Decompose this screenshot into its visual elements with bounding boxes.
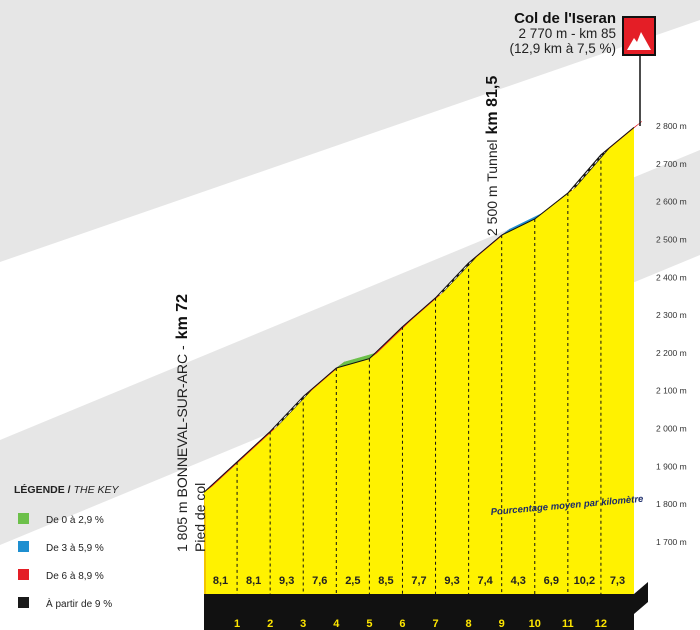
profile-edge xyxy=(269,396,304,432)
tunnel-label: 2 500 m Tunnel km 81,5 xyxy=(484,76,501,236)
gradient-label: 2,5 xyxy=(345,575,360,587)
y-tick-label: 2 800 m xyxy=(656,121,687,131)
y-tick-label: 2 100 m xyxy=(656,386,687,396)
gradient-label: 8,5 xyxy=(378,575,393,587)
y-tick-label: 2 500 m xyxy=(656,234,687,244)
svg-text:2 500 m Tunnelkm 81,5: 2 500 m Tunnel km 81,5 xyxy=(484,76,501,236)
gradient-label: 8,1 xyxy=(213,575,228,587)
profile-edge xyxy=(468,234,503,264)
gradient-label: 10,2 xyxy=(574,575,595,587)
km-label: 6 xyxy=(399,618,405,630)
legend-swatch xyxy=(18,597,29,608)
y-tick-label: 2 600 m xyxy=(656,197,687,207)
km-label: 12 xyxy=(595,618,607,630)
summit-flag xyxy=(622,16,656,126)
base-bar xyxy=(204,582,648,614)
km-label: 7 xyxy=(432,618,438,630)
profile-edge xyxy=(369,326,403,359)
km-label: 11 xyxy=(562,618,574,630)
summit-name: Col de l'Iseran xyxy=(514,10,616,27)
legend-title: LÉGENDE / xyxy=(14,483,71,496)
profile-edge xyxy=(236,431,271,463)
profile-base xyxy=(204,582,648,630)
segment-dash xyxy=(273,393,308,429)
segment-dash xyxy=(439,259,473,296)
km-label: 4 xyxy=(333,618,340,630)
legend-swatch xyxy=(18,569,29,580)
gradient-label: 9,3 xyxy=(444,575,459,587)
profile-side xyxy=(204,492,206,594)
profile-edge xyxy=(534,192,569,220)
gradient-label: 6,9 xyxy=(544,575,559,587)
km-label: 5 xyxy=(366,618,372,630)
profile-area xyxy=(203,121,643,594)
profile-edge xyxy=(336,358,370,369)
km-label: 1 xyxy=(234,618,240,630)
start-sub: Pied de col xyxy=(192,483,208,552)
gradient-label: 9,3 xyxy=(279,575,294,587)
start-text: 1 805 m BONNEVAL-SUR-ARC - xyxy=(174,345,190,552)
profile-edge xyxy=(302,367,337,397)
profile-edge xyxy=(402,297,436,328)
y-tick-label: 2 400 m xyxy=(656,272,687,282)
gradient-label: 8,1 xyxy=(246,575,261,587)
start-label: 1 805 m BONNEVAL-SUR-ARC - km 72 xyxy=(174,294,191,552)
km-label: 2 xyxy=(267,618,273,630)
legend-swatch xyxy=(18,541,29,552)
svg-text:1 805 m BONNEVAL-SUR-ARC -km 7: 1 805 m BONNEVAL-SUR-ARC - km 72 xyxy=(174,294,191,552)
km-divider-lines xyxy=(236,154,602,594)
legend-label: De 3 à 5,9 % xyxy=(46,543,104,554)
y-tick-label: 2 300 m xyxy=(656,310,687,320)
summit-altitude-km: 2 770 m - km 85 xyxy=(518,26,616,41)
y-tick-label: 1 900 m xyxy=(656,461,687,471)
profile-edge xyxy=(435,262,469,299)
y-tick-label: 1 800 m xyxy=(656,499,687,509)
profile-edge xyxy=(600,126,635,156)
start-sub-label: Pied de col xyxy=(192,483,208,552)
legend-swatch xyxy=(18,513,29,524)
gradient-label: 4,3 xyxy=(511,575,526,587)
legend-label: À partir de 9 % xyxy=(46,597,112,610)
km-label: 3 xyxy=(300,618,306,630)
gradient-label: 7,4 xyxy=(478,575,494,587)
km-label: 10 xyxy=(529,618,541,630)
band-upper xyxy=(0,0,700,262)
profile-edge xyxy=(567,154,602,194)
y-tick-label: 1 700 m xyxy=(656,537,687,547)
y-tick-label: 2 000 m xyxy=(656,424,687,434)
legend-label: De 6 à 8,9 % xyxy=(46,571,104,582)
gradient-labels: 8,1 8,1 9,3 7,6 2,5 8,5 7,7 9,3 7,4 4,3 6,9 10,2 7,3 xyxy=(213,575,625,587)
svg-text:LÉGENDE /THE KEY: LÉGENDE / THE KEY xyxy=(14,483,120,496)
summit-climb-stats: (12,9 km à 7,5 %) xyxy=(509,41,616,56)
profile-fill xyxy=(204,127,634,594)
segment-dash xyxy=(571,151,606,191)
legend-title-en: THE KEY xyxy=(74,484,120,496)
tunnel-km: km 81,5 xyxy=(484,76,501,135)
km-label: 8 xyxy=(466,618,472,630)
profile-edge xyxy=(501,218,535,236)
legend-label: De 0 à 2,9 % xyxy=(46,515,104,526)
y-tick-label: 2 700 m xyxy=(656,159,687,169)
base-bar-lower xyxy=(204,614,634,630)
km-labels: 1 2 3 4 5 6 7 8 9 10 11 12 xyxy=(234,618,607,630)
y-axis-ticks: 1 700 m 1 800 m 1 900 m 2 000 m 2 100 m 2 200… xyxy=(656,121,687,547)
y-tick-label: 2 200 m xyxy=(656,348,687,358)
tunnel-text: 2 500 m Tunnel xyxy=(484,139,500,236)
gradient-label: 7,3 xyxy=(610,575,625,587)
gradient-label: 7,7 xyxy=(411,575,426,587)
gradient-label: 7,6 xyxy=(312,575,327,587)
profile-edge xyxy=(203,461,238,493)
km-label: 9 xyxy=(499,618,505,630)
legend: LÉGENDE / THE KEY De 0 à 2,9 % De 3 à 5,9 … xyxy=(14,483,120,610)
start-km: km 72 xyxy=(174,294,191,339)
mountain-icon xyxy=(627,32,651,50)
